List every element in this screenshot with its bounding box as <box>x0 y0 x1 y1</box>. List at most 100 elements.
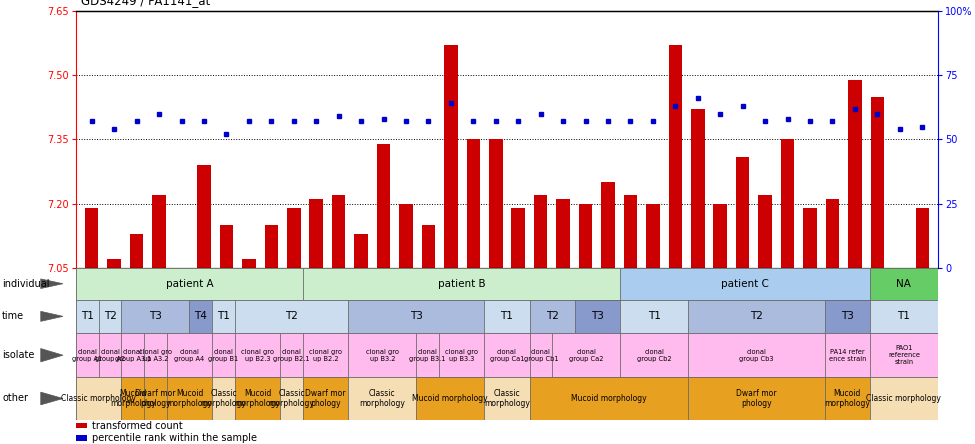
Bar <box>445 45 457 268</box>
Bar <box>781 139 795 268</box>
Bar <box>803 208 817 268</box>
Text: clonal
group B2.1: clonal group B2.1 <box>273 349 310 361</box>
Bar <box>916 208 929 268</box>
Bar <box>122 333 144 377</box>
Bar <box>122 300 189 333</box>
Polygon shape <box>41 279 63 289</box>
Bar <box>669 45 682 268</box>
Text: PAO1
reference
strain: PAO1 reference strain <box>888 345 920 365</box>
Bar <box>197 165 211 268</box>
Bar <box>467 139 480 268</box>
Bar <box>303 333 348 377</box>
Bar <box>620 333 688 377</box>
Bar <box>825 333 870 377</box>
Text: percentile rank within the sample: percentile rank within the sample <box>93 433 257 443</box>
Bar <box>76 333 98 377</box>
Text: Dwarf mor
phology: Dwarf mor phology <box>736 389 777 408</box>
Bar <box>620 300 688 333</box>
Bar <box>485 333 529 377</box>
Text: T1: T1 <box>217 311 230 321</box>
Text: patient B: patient B <box>438 279 486 289</box>
Bar <box>98 300 122 333</box>
Text: Dwarf mor
phology: Dwarf mor phology <box>305 389 346 408</box>
Text: Mucoid
morphology: Mucoid morphology <box>167 389 213 408</box>
Text: Mucoid
morphology: Mucoid morphology <box>110 389 156 408</box>
Text: PA14 refer
ence strain: PA14 refer ence strain <box>829 349 866 361</box>
Bar <box>348 333 416 377</box>
Bar <box>213 377 235 420</box>
Bar <box>376 144 390 268</box>
Bar <box>602 182 614 268</box>
Text: Mucoid
morphology: Mucoid morphology <box>824 389 870 408</box>
Text: T2: T2 <box>546 311 559 321</box>
Bar <box>759 195 772 268</box>
Bar <box>870 333 938 377</box>
Bar <box>485 300 529 333</box>
Polygon shape <box>41 392 63 405</box>
Polygon shape <box>41 311 63 321</box>
Text: Classic morphology: Classic morphology <box>61 394 136 403</box>
Bar <box>624 195 638 268</box>
Bar <box>557 199 569 268</box>
Bar <box>76 377 122 420</box>
Text: time: time <box>2 311 24 321</box>
Bar <box>826 199 839 268</box>
Text: clonal
group B1: clonal group B1 <box>209 349 239 361</box>
Bar <box>691 110 705 268</box>
Bar <box>167 377 213 420</box>
Text: T3: T3 <box>149 311 162 321</box>
Text: clonal
group A4: clonal group A4 <box>175 349 205 361</box>
Text: clonal gro
up B3.3: clonal gro up B3.3 <box>446 349 478 361</box>
Bar <box>348 377 416 420</box>
Bar <box>303 268 620 300</box>
Text: T4: T4 <box>194 311 208 321</box>
Bar <box>553 333 620 377</box>
Text: Classic morphology: Classic morphology <box>867 394 942 403</box>
Bar <box>354 234 368 268</box>
Bar <box>870 377 938 420</box>
Bar <box>130 234 143 268</box>
Bar <box>399 204 412 268</box>
Bar <box>579 204 592 268</box>
Bar <box>242 259 255 268</box>
Bar <box>213 333 235 377</box>
Text: clonal
group B3.1: clonal group B3.1 <box>410 349 446 361</box>
Bar <box>144 377 167 420</box>
Text: T3: T3 <box>410 311 423 321</box>
Text: clonal
group Cb2: clonal group Cb2 <box>637 349 672 361</box>
Bar <box>107 259 121 268</box>
Bar <box>189 300 213 333</box>
Bar <box>529 377 688 420</box>
Text: clonal
group Cb3: clonal group Cb3 <box>739 349 774 361</box>
Bar <box>870 300 938 333</box>
Bar <box>512 208 525 268</box>
Bar <box>235 377 280 420</box>
Text: NA: NA <box>896 279 912 289</box>
Text: clonal
group A1: clonal group A1 <box>72 349 102 361</box>
Bar <box>309 199 323 268</box>
Text: T1: T1 <box>500 311 514 321</box>
Bar <box>439 333 485 377</box>
Bar <box>76 268 303 300</box>
Bar <box>688 333 825 377</box>
Text: T1: T1 <box>648 311 661 321</box>
Bar <box>287 208 300 268</box>
Text: T2: T2 <box>103 311 116 321</box>
Text: T1: T1 <box>81 311 94 321</box>
Text: transformed count: transformed count <box>93 420 183 431</box>
Text: Mucoid morphology: Mucoid morphology <box>571 394 646 403</box>
Text: Classic
morphology: Classic morphology <box>201 389 247 408</box>
Bar <box>714 204 727 268</box>
Bar <box>416 377 485 420</box>
Text: clonal gro
up B2.3: clonal gro up B2.3 <box>241 349 274 361</box>
Text: Classic
morphology: Classic morphology <box>268 389 315 408</box>
Bar <box>688 377 825 420</box>
Bar <box>144 333 167 377</box>
Bar <box>529 300 575 333</box>
Bar <box>575 300 620 333</box>
Bar <box>219 225 233 268</box>
Polygon shape <box>41 349 63 362</box>
Bar <box>167 333 213 377</box>
Bar <box>620 268 870 300</box>
Text: Mucoid
morphology: Mucoid morphology <box>235 389 281 408</box>
